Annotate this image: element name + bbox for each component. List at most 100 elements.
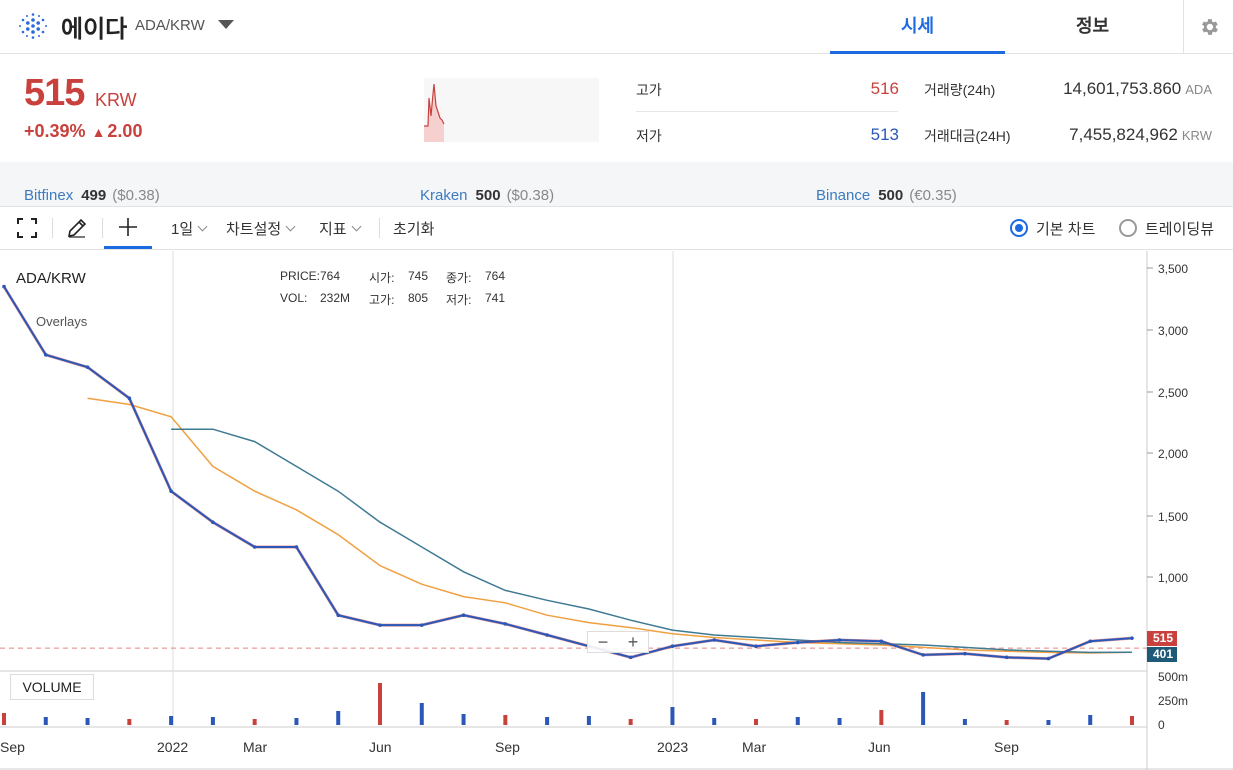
volume-bar xyxy=(85,718,90,725)
draw-button[interactable] xyxy=(66,207,88,249)
toolbar-divider xyxy=(102,218,103,238)
zoom-in-button[interactable]: + xyxy=(627,632,639,652)
x-tick: Sep xyxy=(994,739,1019,755)
indicators-dropdown[interactable]: 지표 xyxy=(319,207,362,249)
volume-bar xyxy=(921,692,926,725)
tab-info[interactable]: 정보 xyxy=(1075,16,1110,36)
volume-value: 14,601,753.860 ADA xyxy=(1030,79,1212,99)
crosshair-icon xyxy=(119,217,137,236)
volume-bar xyxy=(1130,716,1134,725)
price-point xyxy=(754,644,758,648)
price-point xyxy=(1004,655,1009,660)
exchange-bitfinex[interactable]: Bitfinex 499 ($0.38) xyxy=(24,187,160,204)
coin-pair: ADA/KRW xyxy=(135,17,205,34)
turnover-unit: KRW xyxy=(1181,128,1212,143)
high-value: 516 xyxy=(870,79,899,98)
x-tick: Jun xyxy=(868,739,891,755)
price-point xyxy=(795,640,800,645)
volume-bar xyxy=(419,703,424,725)
volume-bar xyxy=(879,710,884,725)
reset-button[interactable]: 초기화 xyxy=(393,220,435,238)
cardano-logo-icon xyxy=(19,13,47,39)
exchange-kraken[interactable]: Kraken 500 ($0.38) xyxy=(420,187,554,204)
high-label: 고가 xyxy=(636,82,662,98)
volume-bar xyxy=(252,719,257,725)
turnover-number: 7,455,824,962 xyxy=(1069,125,1178,144)
high-label: 고가: xyxy=(369,293,395,307)
indicators-label: 지표 xyxy=(319,220,347,238)
exchange-name: Binance xyxy=(816,187,871,204)
open-label: 시가: xyxy=(369,271,395,285)
y-tick: 1,000 xyxy=(1158,571,1189,585)
chevron-down-icon xyxy=(351,221,362,231)
volume-label: 거래량(24h) xyxy=(924,82,996,98)
price-point xyxy=(461,613,466,617)
tradingview-label: 트레이딩뷰 xyxy=(1145,220,1215,238)
volume-bar xyxy=(336,711,341,725)
chart-toolbar: 1일 차트설정 지표 초기화 기본 차트 트레이딩뷰 xyxy=(0,206,1233,250)
low-value: 741 xyxy=(485,291,506,305)
volume-bar xyxy=(1046,720,1051,725)
x-tick: 2022 xyxy=(157,739,189,755)
price-point xyxy=(211,520,215,524)
ma-teal-line xyxy=(171,428,1133,654)
current-price: 515 xyxy=(24,72,85,114)
zoom-out-button[interactable]: − xyxy=(597,632,609,652)
volume-bar xyxy=(670,707,675,725)
ma-orange-line xyxy=(87,397,1133,654)
chart-symbol: ADA/KRW xyxy=(16,270,86,287)
triangle-up-icon: ▲ xyxy=(91,124,106,140)
exchange-name: Kraken xyxy=(420,187,468,204)
exchange-binance[interactable]: Binance 500 (€0.35) xyxy=(816,187,957,204)
fullscreen-button[interactable] xyxy=(16,207,38,249)
price-point xyxy=(963,651,967,656)
vol-tick: 500m xyxy=(1158,670,1189,684)
chart-canvas[interactable] xyxy=(0,251,1233,770)
toolbar-divider xyxy=(52,218,53,238)
price-change: +0.39% ▲ 2.00 xyxy=(24,121,142,142)
basic-chart-radio[interactable]: 기본 차트 xyxy=(1010,207,1095,249)
exchange-name: Bitfinex xyxy=(24,187,74,204)
volume-bar xyxy=(2,713,6,725)
settings-button[interactable] xyxy=(1183,0,1233,54)
tradingview-radio[interactable]: 트레이딩뷰 xyxy=(1119,207,1214,249)
interval-label: 1일 xyxy=(171,220,194,238)
volume-bar xyxy=(503,715,508,725)
sparkline-chart xyxy=(424,78,599,142)
chevron-down-icon xyxy=(197,221,208,231)
gear-icon xyxy=(1201,19,1218,35)
price-label: PRICE: xyxy=(280,269,321,283)
price-point xyxy=(378,623,382,627)
vol-label: VOL: xyxy=(280,291,308,305)
pair-dropdown-icon[interactable] xyxy=(218,20,234,29)
price-point xyxy=(712,638,717,642)
price-point xyxy=(837,638,842,642)
turnover-label: 거래대금(24H) xyxy=(924,128,1011,144)
crosshair-button[interactable] xyxy=(104,207,152,249)
price-point xyxy=(43,353,48,357)
volume-bar xyxy=(169,716,174,725)
open-value: 745 xyxy=(408,269,429,283)
interval-dropdown[interactable]: 1일 xyxy=(171,207,208,249)
volume-bar xyxy=(43,717,48,725)
vol-tick: 250m xyxy=(1158,694,1189,708)
price-point xyxy=(921,653,925,657)
volume-bar xyxy=(210,717,215,725)
exchange-bar xyxy=(0,162,1233,206)
volume-bar xyxy=(378,683,382,725)
tab-price[interactable]: 시세 xyxy=(830,0,1005,54)
close-label: 종가: xyxy=(446,271,472,285)
change-amount: 2.00 xyxy=(107,121,143,141)
volume-bar xyxy=(628,719,633,725)
header: 에이다 ADA/KRW 시세 정보 xyxy=(0,0,1233,54)
vol-tick: 0 xyxy=(1158,718,1165,732)
overlays-toggle[interactable]: Overlays xyxy=(36,314,88,329)
price-point xyxy=(503,622,508,626)
price-point xyxy=(1088,639,1093,644)
chart-settings-dropdown[interactable]: 차트설정 xyxy=(226,207,296,249)
price-chart[interactable]: ADA/KRW Overlays PRICE: 764 시가: 745 종가: … xyxy=(0,251,1233,770)
price-point xyxy=(1130,636,1134,640)
x-tick: Mar xyxy=(243,739,268,755)
basic-chart-label: 기본 차트 xyxy=(1036,220,1096,238)
x-tick: Sep xyxy=(0,739,25,755)
